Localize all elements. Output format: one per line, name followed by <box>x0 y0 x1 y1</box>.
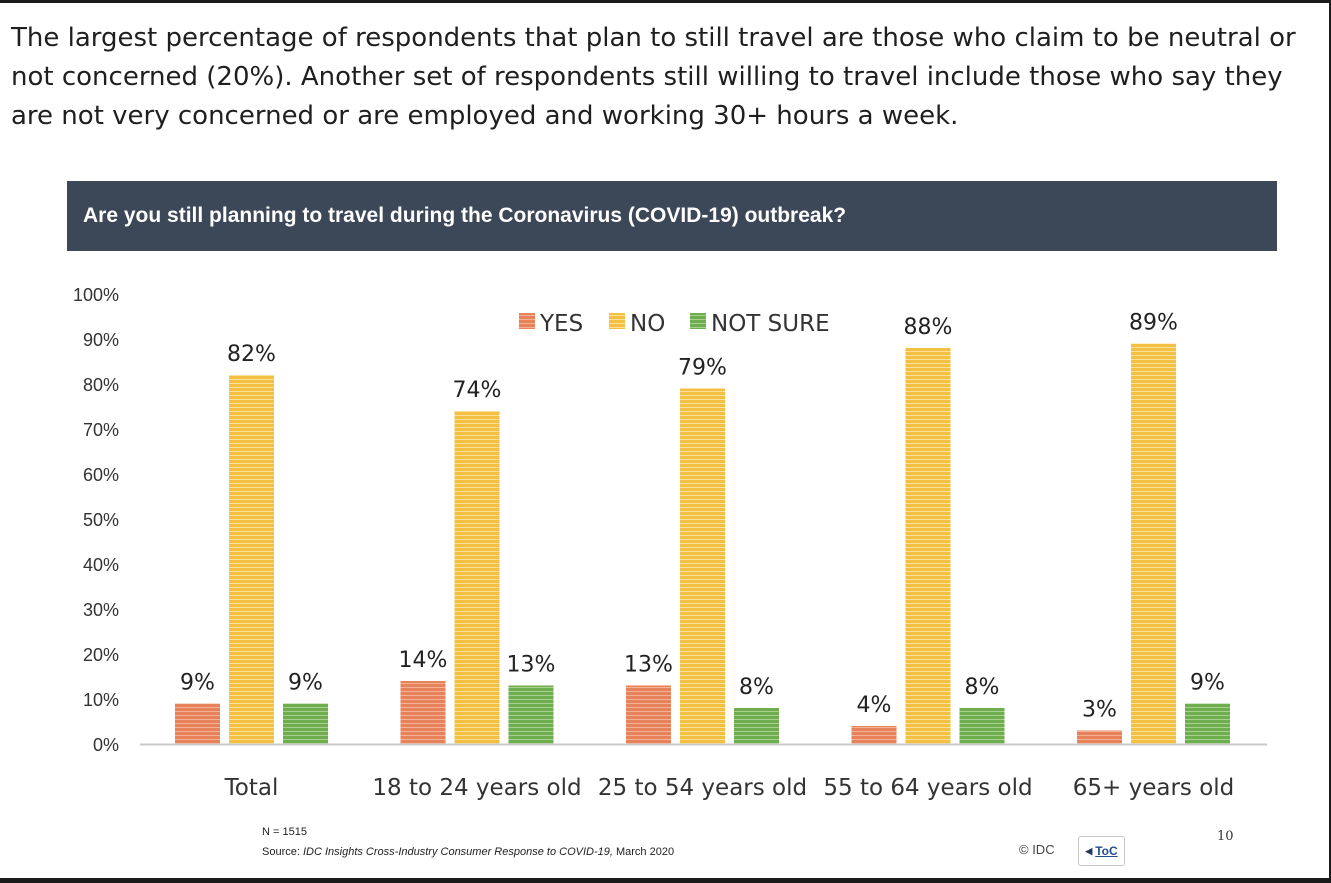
data-label-yes-18-to-24-years-old: 14% <box>399 648 448 673</box>
category-label-18-to-24-years-old: 18 to 24 years old <box>372 775 581 801</box>
data-label-not-sure-18-to-24-years-old: 13% <box>507 653 556 678</box>
intro-paragraph: The largest percentage of respondents th… <box>11 23 1296 131</box>
y-tick-label: 20% <box>83 645 119 665</box>
category-label-65-years-old: 65+ years old <box>1073 775 1235 801</box>
data-label-yes-total: 9% <box>180 671 215 696</box>
category-label-25-to-54-years-old: 25 to 54 years old <box>598 775 807 801</box>
bar-no-18-to-24-years-old <box>454 411 500 744</box>
data-label-yes-25-to-54-years-old: 13% <box>624 653 673 678</box>
y-axis-tick-labels: 0% 10% 20% 30% 40% 50% 60% 70% 80% 90% 100% <box>73 285 119 755</box>
data-label-not-sure-55-to-64-years-old: 8% <box>965 675 1000 700</box>
bar-yes-65-years-old <box>1077 730 1122 744</box>
category-label-total: Total <box>224 775 279 801</box>
y-tick-label: 80% <box>83 375 119 395</box>
frame-top-border <box>0 0 1331 3</box>
category-labels: Total 18 to 24 years old 25 to 54 years ol… <box>224 775 1235 801</box>
legend: YES NO NOT SURE <box>519 311 830 337</box>
data-label-yes-65-years-old: 3% <box>1082 698 1117 723</box>
bar-not-sure-55-to-64-years-old <box>959 708 1005 744</box>
data-label-no-total: 82% <box>227 342 276 367</box>
bar-not-sure-25-to-54-years-old <box>734 708 779 744</box>
bar-series <box>175 343 1230 744</box>
bar-yes-18-to-24-years-old <box>400 681 446 744</box>
source-title: IDC Insights Cross-Industry Consumer Res… <box>302 846 613 858</box>
bar-yes-55-to-64-years-old <box>851 726 897 744</box>
bar-not-sure-65-years-old <box>1185 703 1230 744</box>
bar-not-sure-18-to-24-years-old <box>508 685 554 744</box>
chart-title-bar: Are you still planning to travel during … <box>67 181 1277 251</box>
y-tick-label: 70% <box>83 420 119 440</box>
source-note: Source: IDC Insights Cross-Industry Cons… <box>262 846 674 858</box>
back-arrow-icon: ◀ <box>1085 845 1093 856</box>
y-tick-label: 50% <box>83 510 119 530</box>
frame-right-border <box>1329 0 1331 883</box>
legend-swatch-not-sure <box>690 313 706 329</box>
toc-button[interactable]: ◀ ToC <box>1078 836 1125 866</box>
data-label-yes-55-to-64-years-old: 4% <box>857 693 892 718</box>
legend-swatch-no <box>609 313 625 329</box>
data-label-not-sure-65-years-old: 9% <box>1190 671 1225 696</box>
bar-no-total <box>229 375 274 744</box>
bar-no-55-to-64-years-old <box>905 348 951 744</box>
data-label-no-25-to-54-years-old: 79% <box>678 356 727 381</box>
y-tick-label: 60% <box>83 465 119 485</box>
y-tick-label: 0% <box>93 735 119 755</box>
data-label-no-18-to-24-years-old: 74% <box>453 378 502 403</box>
y-tick-label: 90% <box>83 330 119 350</box>
legend-label-yes: YES <box>539 311 583 337</box>
bar-no-65-years-old <box>1131 343 1176 744</box>
page-number: 10 <box>1217 829 1234 844</box>
y-tick-label: 100% <box>73 285 119 305</box>
data-labels: 9% 82% 9% 14% 74% 13% 13% 79% 8% 4% 88% 8% 3% 89% 9% <box>180 311 1225 723</box>
chart-title: Are you still planning to travel during … <box>83 204 847 227</box>
legend-swatch-yes <box>519 313 535 329</box>
data-label-not-sure-25-to-54-years-old: 8% <box>739 675 774 700</box>
bar-yes-total <box>175 703 220 744</box>
sample-size-note: N = 1515 <box>262 826 307 838</box>
frame-bottom-border <box>0 878 1331 883</box>
y-tick-label: 30% <box>83 600 119 620</box>
category-label-55-to-64-years-old: 55 to 64 years old <box>823 775 1032 801</box>
toc-label: ToC <box>1095 844 1118 858</box>
bar-no-25-to-54-years-old <box>680 388 725 744</box>
data-label-not-sure-total: 9% <box>288 671 323 696</box>
idc-copyright: © IDC <box>1019 842 1055 857</box>
source-date: March 2020 <box>612 846 675 858</box>
y-tick-label: 40% <box>83 555 119 575</box>
y-tick-label: 10% <box>83 690 119 710</box>
bar-not-sure-total <box>283 703 328 744</box>
legend-label-not-sure: NOT SURE <box>711 311 830 337</box>
bar-yes-25-to-54-years-old <box>626 685 671 744</box>
source-label: Source: <box>262 846 303 858</box>
data-label-no-65-years-old: 89% <box>1129 311 1178 336</box>
legend-label-no: NO <box>630 311 665 337</box>
data-label-no-55-to-64-years-old: 88% <box>904 315 953 340</box>
